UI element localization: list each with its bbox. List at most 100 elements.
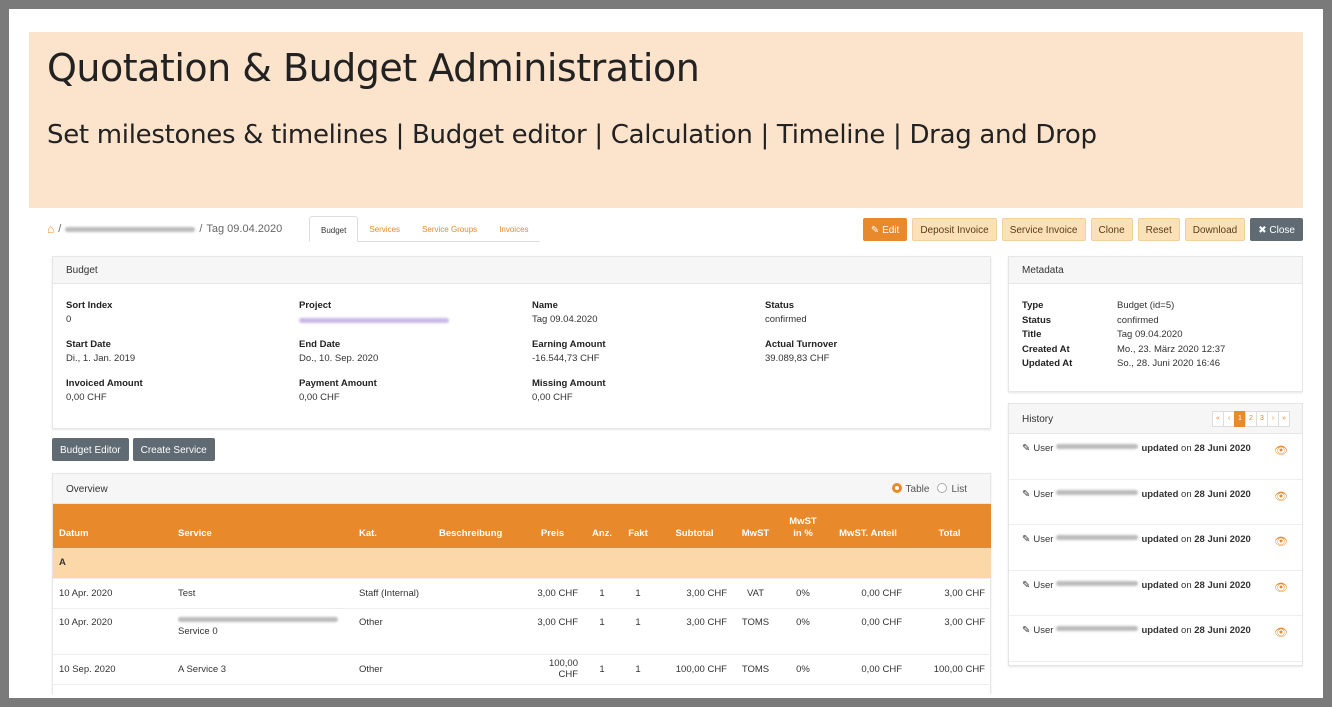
eye-icon[interactable]: 👁 bbox=[1274, 536, 1288, 548]
meta-value: Budget (id=5) bbox=[1117, 300, 1175, 311]
toggle-table[interactable]: Table bbox=[891, 483, 929, 495]
cell-service-text: Service 0 bbox=[178, 625, 218, 637]
cell-mwst: TOMS bbox=[733, 608, 778, 655]
cell-mwst-anteil: 0,00 CHF bbox=[828, 578, 908, 609]
cell-total: 3,00 CHF bbox=[908, 608, 991, 655]
field-start-date: Start Date Di., 1. Jan. 2019 bbox=[66, 339, 136, 364]
table-row[interactable]: 10 Apr. 2020 Test Staff (Internal) 3,00 … bbox=[53, 578, 991, 609]
col-subtotal[interactable]: Subtotal bbox=[656, 504, 733, 548]
history-user-prefix: User bbox=[1033, 443, 1054, 454]
meta-value: Mo., 23. März 2020 12:37 bbox=[1117, 343, 1226, 355]
edit-button[interactable]: ✎ Edit bbox=[862, 218, 908, 241]
project-link-redacted[interactable] bbox=[299, 318, 449, 323]
cell-mwst: VAT bbox=[733, 578, 778, 609]
tab-budget[interactable]: Budget bbox=[309, 216, 359, 242]
toggle-list[interactable]: List bbox=[937, 483, 967, 495]
breadcrumb: ⌂ / / Tag 09.04.2020 bbox=[47, 222, 282, 236]
col-datum[interactable]: Datum bbox=[53, 504, 172, 548]
history-title: History bbox=[1022, 414, 1054, 425]
breadcrumb-sep: / bbox=[58, 223, 62, 235]
table-header-row: Datum Service Kat. Beschreibung Preis An… bbox=[53, 504, 991, 548]
col-service[interactable]: Service bbox=[172, 504, 353, 548]
cell-datum: 10 Sep. 2020 bbox=[53, 654, 172, 685]
cell-anz: 1 bbox=[584, 608, 620, 655]
radio-list[interactable] bbox=[937, 483, 948, 493]
cell-anz: 1 bbox=[584, 578, 620, 609]
create-service-button[interactable]: Create Service bbox=[132, 438, 215, 461]
download-button[interactable]: Download bbox=[1184, 218, 1246, 241]
field-missing-amount: Missing Amount 0,00 CHF bbox=[532, 378, 606, 403]
cell-fakt: 1 bbox=[620, 654, 656, 685]
metadata-card: Metadata Type Budget (id=5) Status confirm… bbox=[1008, 256, 1303, 392]
cell-mwst: TOMS bbox=[733, 654, 778, 685]
budget-card-title: Budget bbox=[53, 257, 990, 284]
page-last[interactable]: » bbox=[1278, 411, 1290, 427]
close-button[interactable]: ✖ Close bbox=[1250, 218, 1303, 241]
col-mwst[interactable]: MwST bbox=[733, 504, 778, 548]
eye-icon[interactable]: 👁 bbox=[1274, 445, 1288, 457]
cell-beschreibung bbox=[433, 654, 521, 685]
field-payment-amount: Payment Amount 0,00 CHF bbox=[299, 378, 377, 403]
overview-title: Overview bbox=[66, 484, 108, 495]
field-status: Status confirmed bbox=[765, 300, 807, 325]
breadcrumb-project-redacted[interactable] bbox=[65, 226, 196, 232]
col-kat[interactable]: Kat. bbox=[353, 504, 433, 548]
cell-preis: 3,00 CHF bbox=[521, 578, 584, 609]
deposit-invoice-button[interactable]: Deposit Invoice bbox=[912, 218, 997, 241]
budget-button-row: Budget Editor Create Service bbox=[52, 438, 215, 461]
field-project: Project bbox=[299, 299, 449, 328]
meta-value: Tag 09.04.2020 bbox=[1117, 329, 1183, 341]
col-fakt[interactable]: Fakt bbox=[620, 504, 656, 548]
meta-key: Updated At bbox=[1022, 358, 1073, 370]
eye-icon[interactable]: 👁 bbox=[1274, 581, 1288, 594]
col-anz[interactable]: Anz. bbox=[584, 504, 620, 548]
budget-editor-button[interactable]: Budget Editor bbox=[52, 438, 129, 461]
history-action: updated bbox=[1141, 579, 1179, 591]
history-action: updated bbox=[1141, 625, 1179, 636]
col-mwst-percent[interactable]: MwST in % bbox=[778, 504, 828, 548]
eye-icon[interactable]: 👁 bbox=[1274, 490, 1288, 503]
reset-button[interactable]: Reset bbox=[1137, 218, 1180, 241]
clone-button[interactable]: Clone bbox=[1090, 218, 1133, 241]
overview-card: Overview Table List Datum Service Kat. B… bbox=[52, 473, 991, 694]
eye-icon[interactable]: 👁 bbox=[1274, 627, 1288, 639]
edit-icon: ✎ bbox=[1022, 579, 1031, 591]
app: ⌂ / / Tag 09.04.2020 Budget Services Ser… bbox=[29, 208, 1303, 694]
cell-mwst-anteil: 0,00 CHF bbox=[828, 654, 908, 685]
cell-preis: 100,00 CHF bbox=[521, 654, 584, 685]
col-beschreibung[interactable]: Beschreibung bbox=[433, 504, 521, 548]
cell-beschreibung bbox=[433, 578, 521, 609]
history-user-prefix: User bbox=[1033, 579, 1054, 591]
table-row[interactable]: 10 Sep. 2020 A Service 3 Other 100,00 CH… bbox=[53, 654, 991, 685]
tab-service-groups[interactable]: Service Groups bbox=[422, 225, 478, 234]
home-icon[interactable]: ⌂ bbox=[47, 222, 55, 236]
edit-label: Edit bbox=[882, 225, 900, 236]
history-user-redacted bbox=[1056, 580, 1139, 586]
meta-key: Type bbox=[1022, 300, 1044, 311]
meta-key: Status bbox=[1022, 314, 1052, 326]
history-action: updated bbox=[1141, 488, 1179, 500]
banner: Quotation & Budget Administration Set mi… bbox=[29, 32, 1303, 208]
edit-icon: ✎ bbox=[1022, 625, 1031, 636]
banner-title: Quotation & Budget Administration bbox=[47, 46, 700, 90]
col-total[interactable]: Total bbox=[908, 504, 991, 548]
cell-total: 3,00 CHF bbox=[908, 578, 991, 609]
edit-icon: ✎ bbox=[1022, 443, 1031, 454]
history-date: 28 Juni 2020 bbox=[1194, 443, 1251, 454]
close-label: Close bbox=[1269, 225, 1295, 236]
edit-icon: ✎ bbox=[1022, 488, 1031, 500]
field-earning-amount: Earning Amount -16.544,73 CHF bbox=[532, 339, 606, 364]
cell-mwst-percent: 0% bbox=[778, 654, 828, 685]
group-row: A bbox=[53, 548, 991, 579]
tab-services[interactable]: Services bbox=[369, 225, 401, 234]
col-mwst-anteil[interactable]: MwST. Anteil bbox=[828, 504, 908, 548]
col-preis[interactable]: Preis bbox=[521, 504, 584, 548]
history-action: updated bbox=[1141, 443, 1179, 454]
tab-invoices[interactable]: Invoices bbox=[499, 225, 529, 234]
history-on: on bbox=[1181, 625, 1192, 636]
service-invoice-button[interactable]: Service Invoice bbox=[1001, 218, 1086, 241]
table-row[interactable]: 10 Apr. 2020 Service 0 Other 3,00 CHF 1 … bbox=[53, 608, 991, 655]
radio-table[interactable] bbox=[891, 483, 902, 493]
cell-mwst-percent: 0% bbox=[778, 578, 828, 609]
breadcrumb-sep: / bbox=[199, 223, 203, 235]
